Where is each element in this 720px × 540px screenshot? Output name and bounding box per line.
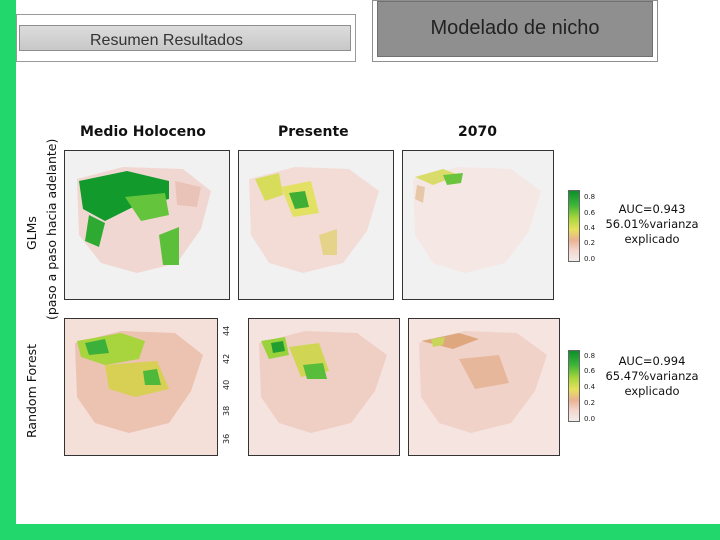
rf-variance: 65.47%varianza [605,369,699,383]
map-rf-present [248,318,400,456]
row-label-rf: Random Forest [24,343,39,438]
row-label-glm: GLMs [24,216,39,250]
legend-tick-glm-0.6: 0.6 [584,209,596,217]
main-title-bar [377,1,653,57]
legend-tick-glm-0.8: 0.8 [584,193,596,201]
map-glm-present [238,150,394,300]
legend-tick-glm-0.0: 0.0 [584,255,596,263]
legend-tick-rf-0.6: 0.6 [584,367,596,375]
main-title-box: Modelado de nicho [372,0,658,62]
slide-canvas: Resumen Resultados Modelado de nicho GLM… [16,0,720,524]
rf-auc: AUC=0.994 [618,354,686,368]
lat-tick-44: 44 [222,325,231,336]
legend-bar-rf [568,350,580,422]
legend-tick-glm-0.4: 0.4 [584,224,596,232]
map-glm-2070 [402,150,554,300]
section-title-box [16,14,356,62]
glm-auc: AUC=0.943 [618,202,686,216]
legend-bar-glm [568,190,580,262]
section-title-bar [19,25,351,51]
glm-note: explicado [624,232,680,246]
lat-tick-36: 36 [222,433,231,444]
map-glm-holocene [64,150,230,300]
map-rf-2070 [408,318,560,456]
column-header-2070: 2070 [458,124,497,140]
legend-tick-rf-0.0: 0.0 [584,415,596,423]
glm-variance: 56.01%varianza [605,217,699,231]
main-title: Modelado de nicho [430,17,600,39]
legend-tick-rf-0.8: 0.8 [584,352,596,360]
column-header-present: Presente [278,124,349,140]
legend-tick-rf-0.4: 0.4 [584,383,596,391]
section-title: Resumen Resultados [90,32,243,49]
rf-note: explicado [624,384,680,398]
legend-tick-rf-0.2: 0.2 [584,399,596,407]
lat-tick-42: 42 [222,353,231,364]
rf-results: AUC=0.994 65.47%varianza explicado [604,354,700,399]
lat-tick-40: 40 [222,379,231,390]
row-label-glm-sub: (paso a paso hacia adelante) [44,138,59,320]
map-rf-holocene [64,318,218,456]
glm-results: AUC=0.943 56.01%varianza explicado [604,202,700,247]
legend-tick-glm-0.2: 0.2 [584,239,596,247]
column-header-holocene: Medio Holoceno [80,124,206,140]
lat-tick-38: 38 [222,405,231,416]
